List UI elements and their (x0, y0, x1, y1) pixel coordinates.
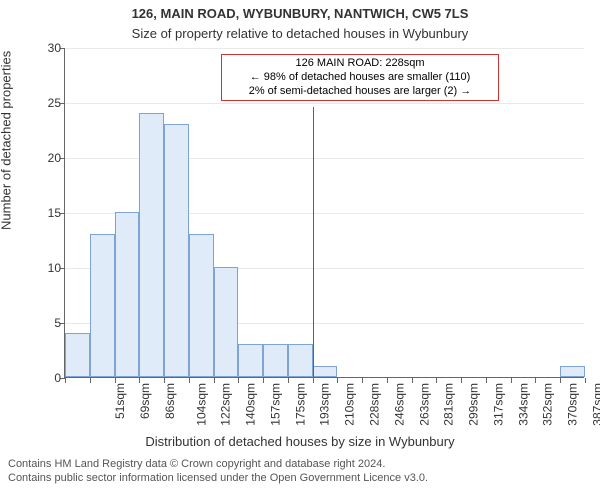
xtick-mark (585, 378, 586, 383)
xtick-mark (412, 378, 413, 383)
xtick-label: 299sqm (467, 383, 481, 426)
xtick-label: 51sqm (113, 383, 127, 419)
xtick-label: 157sqm (269, 383, 283, 426)
histogram-bar (189, 234, 214, 377)
xtick-mark (65, 378, 66, 383)
xtick-mark (139, 378, 140, 383)
histogram-bar (238, 344, 263, 377)
xtick-mark (115, 378, 116, 383)
histogram-bar (65, 333, 90, 377)
chart-subtitle: Size of property relative to detached ho… (0, 26, 600, 41)
xtick-label: 86sqm (163, 383, 177, 419)
xtick-mark (436, 378, 437, 383)
xtick-label: 387sqm (591, 383, 600, 426)
xtick-label: 263sqm (417, 383, 431, 426)
chart-title: 126, MAIN ROAD, WYBUNBURY, NANTWICH, CW5… (0, 6, 600, 21)
annotation-line: 2% of semi-detached houses are larger (2… (224, 85, 496, 99)
xtick-label: 210sqm (343, 383, 357, 426)
histogram-bar (90, 234, 115, 377)
plot-area: 05101520253051sqm69sqm86sqm104sqm122sqm1… (64, 48, 584, 378)
property-size-histogram: 126, MAIN ROAD, WYBUNBURY, NANTWICH, CW5… (0, 0, 600, 500)
xtick-mark (313, 378, 314, 383)
ytick-label: 0 (54, 371, 61, 385)
x-axis-label: Distribution of detached houses by size … (0, 434, 600, 449)
ytick-label: 20 (48, 151, 61, 165)
xtick-mark (511, 378, 512, 383)
xtick-mark (337, 378, 338, 383)
xtick-label: 228sqm (368, 383, 382, 426)
histogram-bar (288, 344, 313, 377)
xtick-mark (461, 378, 462, 383)
xtick-mark (90, 378, 91, 383)
histogram-bar (139, 113, 164, 377)
xtick-mark (288, 378, 289, 383)
annotation-line: ← 98% of detached houses are smaller (11… (224, 71, 496, 85)
footer-line-1: Contains HM Land Registry data © Crown c… (8, 458, 592, 472)
histogram-bar (214, 267, 239, 377)
gridline (65, 103, 584, 104)
xtick-mark (238, 378, 239, 383)
xtick-label: 175sqm (293, 383, 307, 426)
annotation-line: 126 MAIN ROAD: 228sqm (224, 57, 496, 71)
ytick-label: 15 (48, 206, 61, 220)
histogram-bar (313, 366, 338, 377)
gridline (65, 48, 584, 49)
xtick-label: 122sqm (219, 383, 233, 426)
xtick-label: 69sqm (138, 383, 152, 419)
xtick-label: 334sqm (516, 383, 530, 426)
xtick-label: 140sqm (244, 383, 258, 426)
ytick-label: 25 (48, 96, 61, 110)
xtick-label: 370sqm (566, 383, 580, 426)
xtick-mark (387, 378, 388, 383)
xtick-mark (214, 378, 215, 383)
ytick-label: 5 (54, 316, 61, 330)
histogram-bar (263, 344, 288, 377)
xtick-label: 104sqm (194, 383, 208, 426)
xtick-label: 246sqm (392, 383, 406, 426)
xtick-mark (560, 378, 561, 383)
xtick-label: 317sqm (492, 383, 506, 426)
xtick-mark (263, 378, 264, 383)
xtick-label: 352sqm (541, 383, 555, 426)
xtick-label: 193sqm (318, 383, 332, 426)
annotation-callout: 126 MAIN ROAD: 228sqm← 98% of detached h… (221, 54, 499, 101)
xtick-label: 281sqm (442, 383, 456, 426)
y-axis-label: Number of detached properties (0, 51, 14, 230)
histogram-bar (115, 212, 140, 377)
footer-attribution: Contains HM Land Registry data © Crown c… (0, 458, 600, 486)
xtick-mark (189, 378, 190, 383)
histogram-bar (560, 366, 585, 377)
xtick-mark (486, 378, 487, 383)
subject-marker (313, 107, 314, 377)
xtick-mark (164, 378, 165, 383)
footer-line-2: Contains public sector information licen… (8, 472, 592, 486)
ytick-label: 30 (48, 41, 61, 55)
xtick-mark (362, 378, 363, 383)
ytick-label: 10 (48, 261, 61, 275)
histogram-bar (164, 124, 189, 377)
xtick-mark (535, 378, 536, 383)
